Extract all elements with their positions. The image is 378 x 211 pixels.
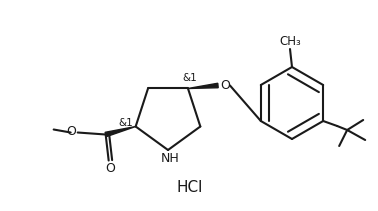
Text: &1: &1 bbox=[118, 118, 133, 127]
Text: &1: &1 bbox=[183, 73, 197, 84]
Text: O: O bbox=[67, 125, 77, 138]
Text: HCl: HCl bbox=[177, 180, 203, 195]
Text: O: O bbox=[106, 162, 116, 175]
Text: O: O bbox=[220, 79, 230, 92]
Polygon shape bbox=[105, 127, 136, 137]
Text: NH: NH bbox=[161, 153, 180, 165]
Text: CH₃: CH₃ bbox=[279, 35, 301, 47]
Polygon shape bbox=[188, 83, 218, 88]
